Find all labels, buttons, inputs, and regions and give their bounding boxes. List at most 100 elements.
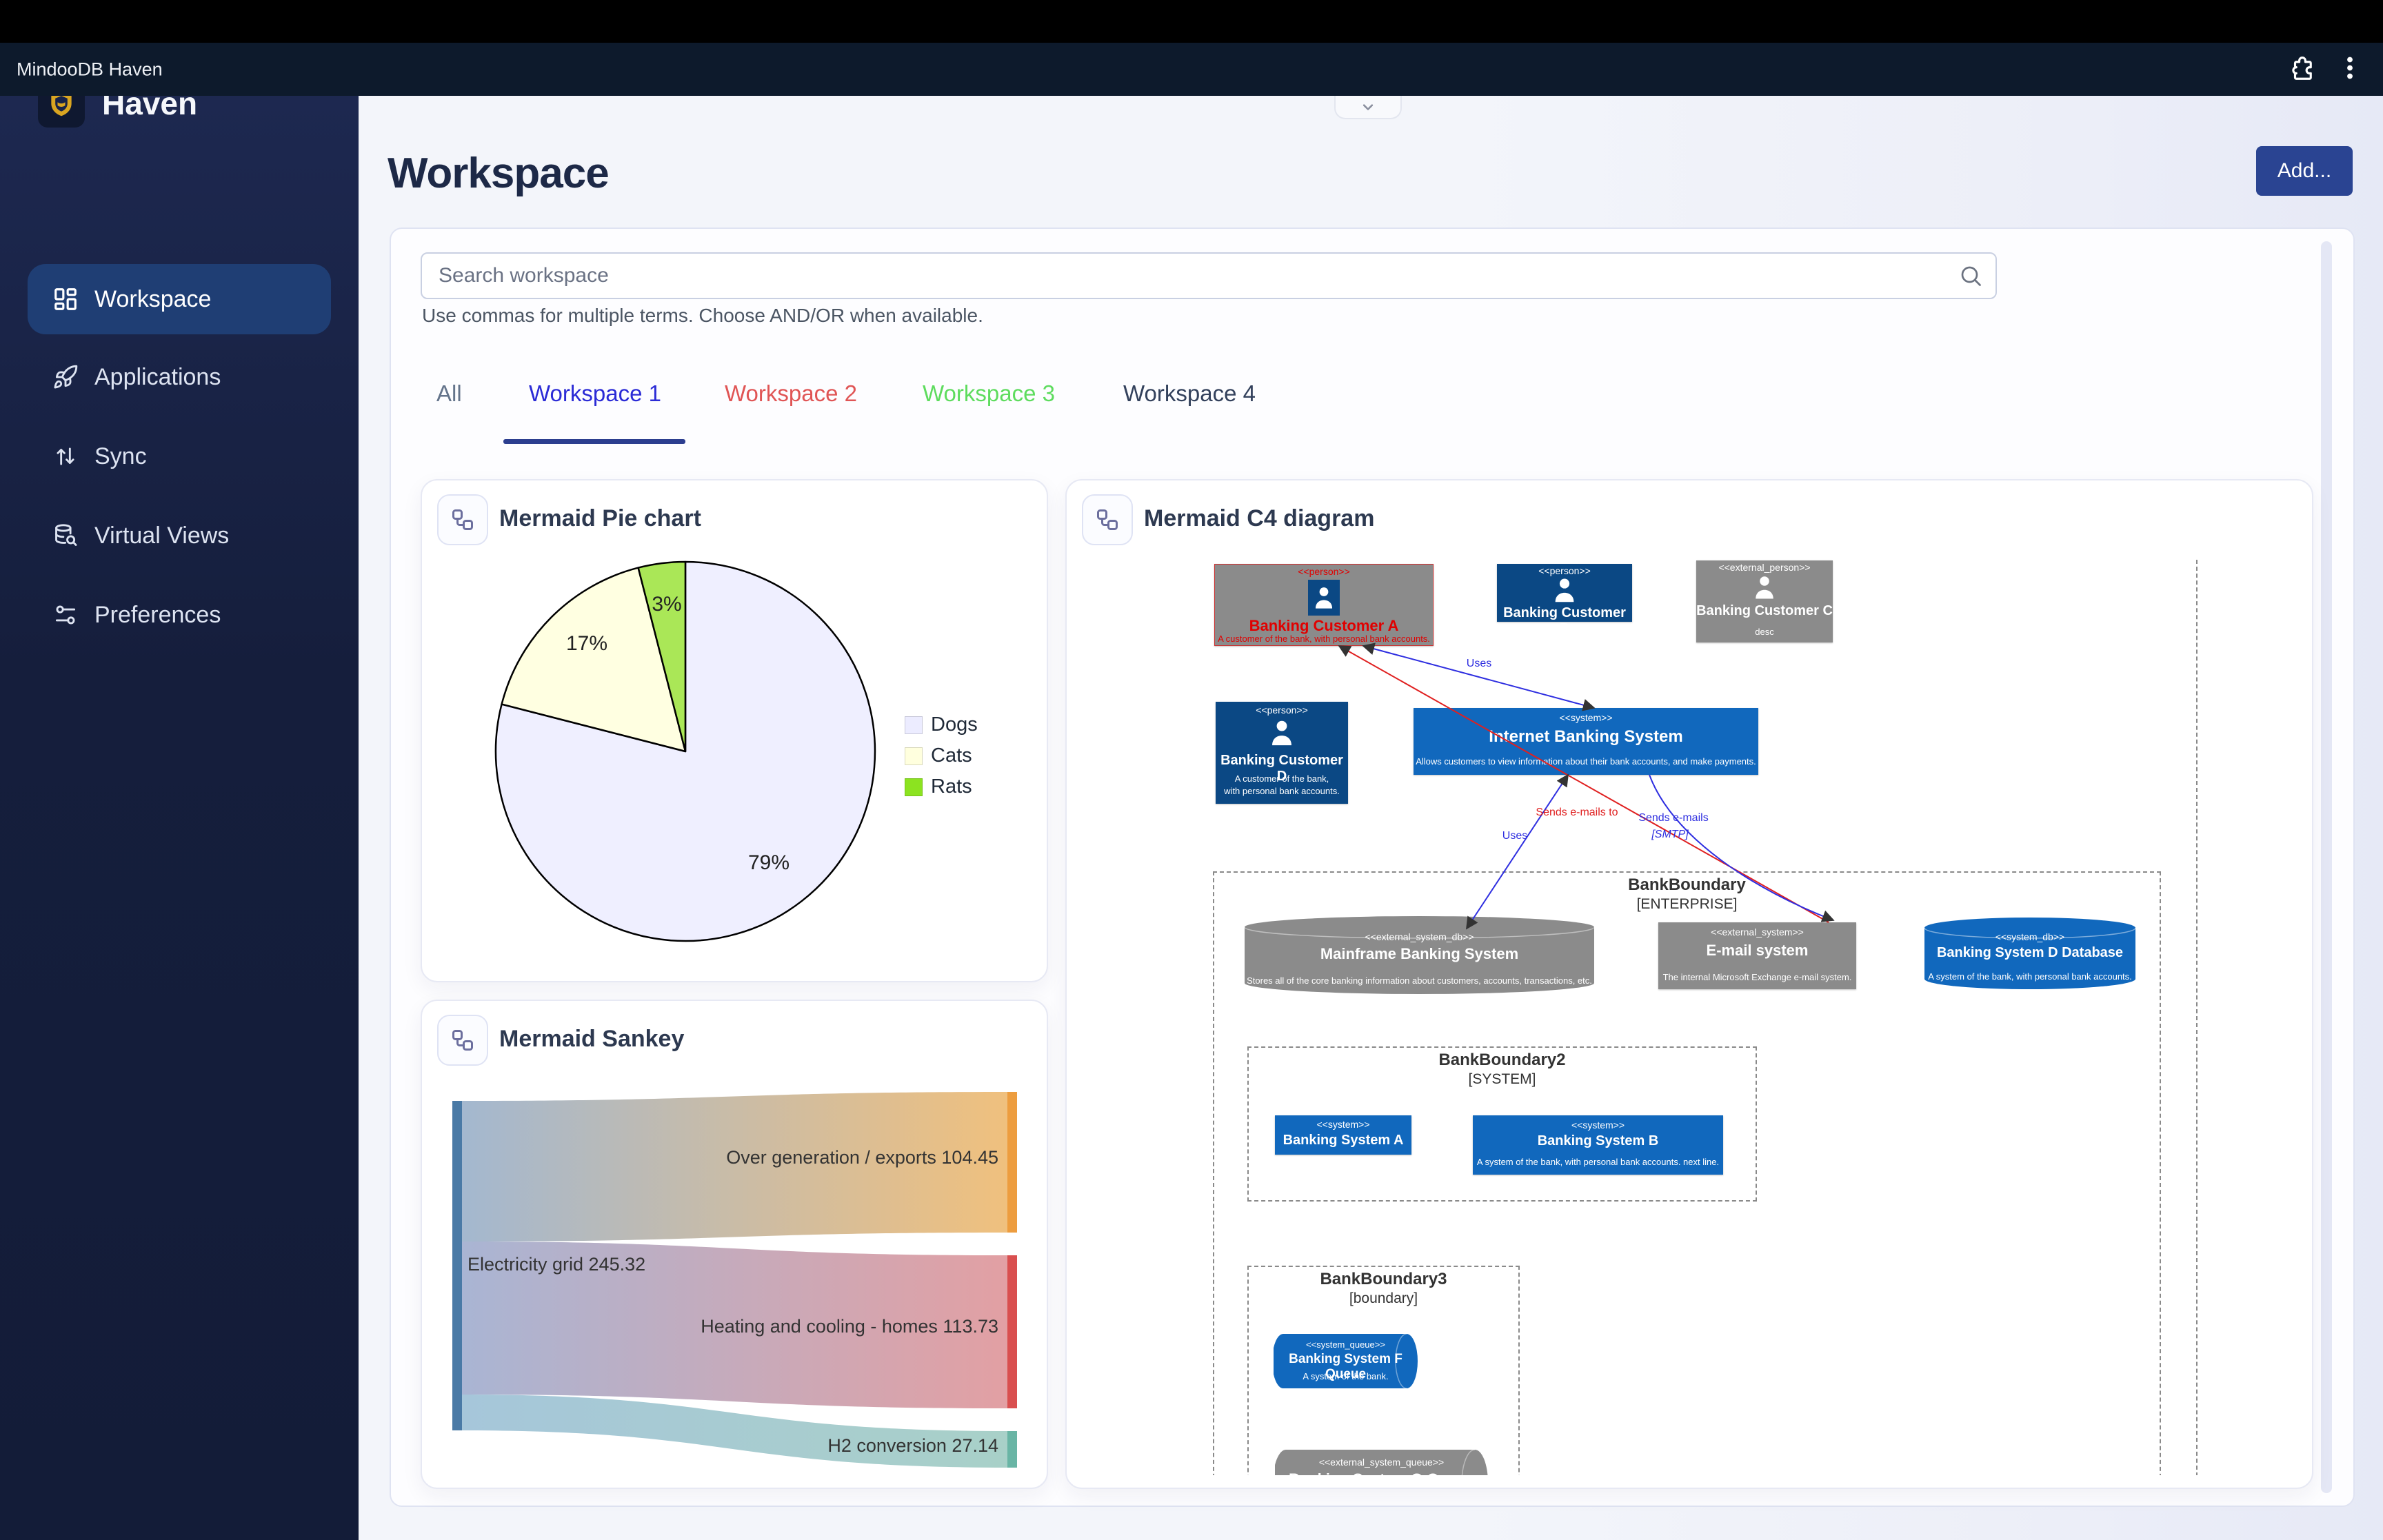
node-desc: A system of the bank, with personal bank… — [1928, 971, 2132, 982]
add-button[interactable]: Add... — [2256, 146, 2353, 196]
browser-chrome-bar: MindooDB Haven — [0, 43, 2383, 96]
node-desc: Stores all of the core banking informati… — [1247, 975, 1592, 986]
tab-workspace-4[interactable]: Workspace 4 — [1123, 381, 1256, 406]
edge-label-sends-emails-to: Sends e-mails to — [1536, 807, 1618, 818]
sidebar: Haven Workspace Applications Sync Virtua… — [0, 81, 359, 1540]
c4-node-internet-banking-system: <<system>> Internet Banking System Allow… — [1414, 708, 1758, 775]
card-title: Mermaid Sankey — [499, 1026, 685, 1052]
pie-chart — [494, 560, 876, 942]
node-title: Banking Customer B — [1503, 605, 1626, 636]
sankey-card: Mermaid Sankey Electricity grid 245.32 O… — [421, 1000, 1048, 1489]
database-search-icon — [52, 522, 79, 549]
rocket-icon — [52, 363, 79, 391]
boundary-name: BankBoundary3 — [1320, 1270, 1447, 1288]
diagram-type-icon — [1082, 494, 1133, 545]
search-input[interactable] — [437, 254, 1940, 298]
sankey-flow-heating — [461, 1242, 1007, 1408]
pie-slice-dogs — [494, 560, 876, 942]
c4-node-banking-system-f-queue: <<system_queue>> Banking System F Queue … — [1274, 1334, 1418, 1388]
sankey-diagram — [452, 1092, 1017, 1468]
search-helper-text: Use commas for multiple terms. Choose AN… — [422, 305, 983, 326]
legend-label: Rats — [931, 776, 972, 798]
sankey-label-heating: Heating and cooling - homes 113.73 — [701, 1316, 998, 1337]
search-icon[interactable] — [1958, 263, 1983, 292]
node-desc: with personal bank accounts. — [1224, 786, 1340, 796]
sankey-label-exports: Over generation / exports 104.45 — [726, 1147, 998, 1168]
sidebar-item-label: Sync — [94, 443, 147, 469]
sidebar-item-preferences[interactable]: Preferences — [28, 580, 331, 650]
collapse-toolbar-button[interactable] — [1334, 96, 1402, 119]
c4-node-banking-system-a: <<system>> Banking System A — [1275, 1115, 1411, 1155]
edge-customer-a-uses-ibs — [1362, 642, 1596, 711]
edge-label-uses-2: Uses — [1502, 830, 1528, 842]
tab-workspace-3[interactable]: Workspace 3 — [923, 381, 1055, 406]
person-icon — [1551, 575, 1578, 609]
c4-node-banking-customer-d: <<person>> Banking Customer D A customer… — [1216, 702, 1348, 804]
stereotype: <<system_db>> — [1995, 931, 2065, 942]
sidebar-item-applications[interactable]: Applications — [28, 342, 331, 412]
pie-label-cats: 17% — [565, 632, 608, 655]
sidebar-item-label: Workspace — [94, 285, 212, 312]
stereotype: <<person>> — [1298, 566, 1350, 577]
pie-slice-cats — [501, 567, 687, 753]
c4-boundary-bank2: BankBoundary2 [SYSTEM] — [1247, 1046, 1757, 1202]
puzzle-icon[interactable] — [2288, 53, 2317, 85]
shield-logo-icon — [51, 91, 72, 116]
pie-label-rats: 3% — [652, 593, 682, 616]
boundary-name: BankBoundary2 — [1438, 1051, 1566, 1069]
stereotype: <<system>> — [1316, 1119, 1370, 1130]
node-title: Banking System B — [1537, 1133, 1659, 1148]
legend-swatch-cats — [905, 747, 923, 765]
person-icon — [1308, 580, 1340, 616]
edge-label-smtp: [SMTP] — [1651, 829, 1689, 840]
legend-item: Dogs — [905, 713, 978, 736]
edge-label-sends-emails: Sends e-mails — [1638, 812, 1709, 824]
c4-outer-boundary-edge — [2196, 560, 2198, 1475]
sidebar-item-virtual-views[interactable]: Virtual Views — [28, 500, 331, 571]
boundary-type: [SYSTEM] — [1468, 1071, 1536, 1087]
legend-item: Rats — [905, 776, 972, 798]
sidebar-item-label: Preferences — [94, 601, 221, 628]
person-icon — [1752, 573, 1777, 605]
pie-slice-rats — [637, 560, 687, 753]
node-title: E-mail system — [1706, 942, 1809, 959]
tab-all[interactable]: All — [436, 381, 462, 406]
node-title: Banking Customer A — [1249, 617, 1399, 634]
node-title: Internet Banking System — [1489, 727, 1683, 746]
window-top-strip — [0, 0, 2383, 43]
sankey-flow-h2 — [461, 1395, 1007, 1468]
person-icon — [1268, 717, 1296, 752]
sankey-node-heating — [1007, 1255, 1017, 1408]
sidebar-item-sync[interactable]: Sync — [28, 421, 331, 492]
tab-workspace-2[interactable]: Workspace 2 — [725, 381, 857, 406]
up-down-arrows-icon — [52, 443, 79, 470]
boundary-type: [ENTERPRISE] — [1636, 896, 1738, 912]
stereotype: <<system>> — [1559, 712, 1613, 723]
node-title: Banking System A — [1283, 1133, 1404, 1148]
node-title: Banking System F Queue — [1289, 1352, 1402, 1381]
sankey-flow-exports — [461, 1092, 1007, 1242]
c4-node-banking-system-g-queue: <<external_system_queue>> Banking System… — [1275, 1450, 1488, 1475]
node-desc: A system of the bank. — [1303, 1371, 1389, 1381]
sliders-icon — [52, 601, 79, 629]
sankey-label-h2: H2 conversion 27.14 — [827, 1435, 998, 1456]
pie-label-dogs: 79% — [747, 851, 790, 874]
kebab-menu-icon[interactable] — [2337, 53, 2362, 85]
active-tab-underline — [503, 439, 685, 444]
sidebar-item-label: Virtual Views — [94, 522, 230, 549]
stereotype: <<system>> — [1571, 1119, 1625, 1131]
sankey-node-exports — [1007, 1092, 1017, 1233]
sidebar-item-workspace[interactable]: Workspace — [28, 264, 331, 334]
c4-node-mainframe-banking-system: <<external_system_db>> Mainframe Banking… — [1245, 916, 1594, 994]
panel-scrollbar[interactable] — [2321, 241, 2332, 1493]
c4-diagram-card: Mermaid C4 diagram BankBoundary [ENTERPR… — [1065, 479, 2313, 1489]
chevron-down-icon — [1363, 104, 1374, 110]
legend-swatch-dogs — [905, 716, 923, 734]
page-title: Workspace — [388, 150, 610, 197]
tab-workspace-1[interactable]: Workspace 1 — [529, 381, 661, 406]
legend-label: Cats — [931, 744, 972, 767]
node-title: Mainframe Banking System — [1320, 945, 1519, 962]
legend-swatch-rats — [905, 778, 923, 796]
node-desc: A customer of the bank, with personal ba… — [1218, 634, 1430, 644]
